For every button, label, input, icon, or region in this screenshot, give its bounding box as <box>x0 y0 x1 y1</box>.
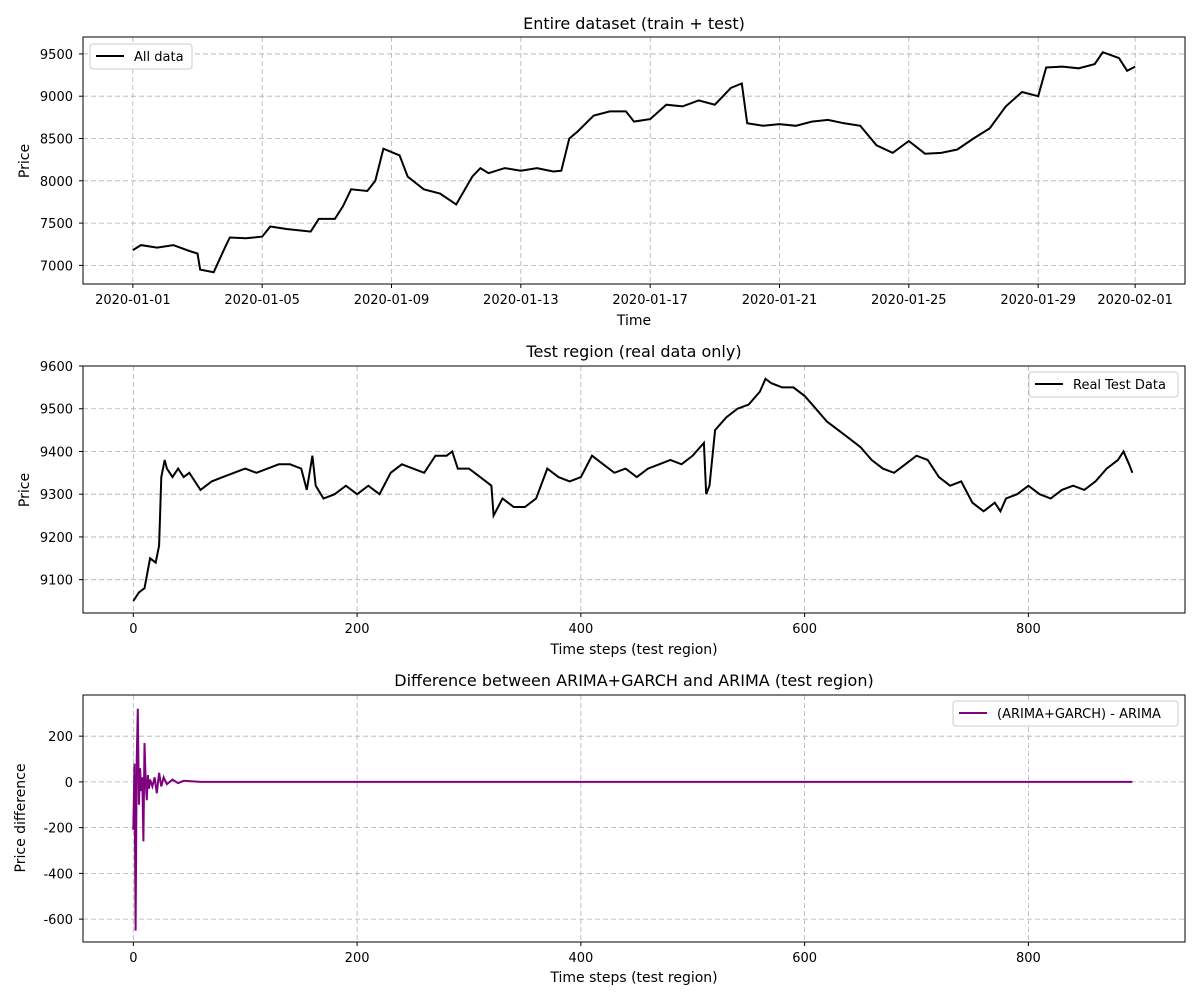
axes-frame <box>82 36 1186 285</box>
y-axis-label: Price <box>17 473 33 507</box>
y-axis-label: Price difference <box>13 764 29 873</box>
y-tick-label: 8000 <box>40 175 73 190</box>
x-axis-label: Time steps (test region) <box>549 970 717 986</box>
x-tick-label: 2020-01-29 <box>1000 293 1076 308</box>
x-tick-label: 400 <box>568 622 593 637</box>
y-tick-label: 8500 <box>40 133 73 148</box>
x-tick-label: 600 <box>792 622 817 637</box>
x-tick-label: 2020-01-09 <box>354 293 430 308</box>
chart-title: Difference between ARIMA+GARCH and ARIMA… <box>394 671 873 690</box>
y-tick-label: 200 <box>48 730 73 745</box>
x-tick-label: 0 <box>129 622 137 637</box>
y-tick-label: 9500 <box>40 48 73 63</box>
x-tick-label: 200 <box>345 622 370 637</box>
y-tick-label: 9300 <box>40 488 73 503</box>
x-tick-label: 600 <box>792 951 817 966</box>
x-tick-label: 200 <box>345 951 370 966</box>
y-tick-label: 9200 <box>40 531 73 546</box>
x-tick-label: 800 <box>1016 951 1041 966</box>
x-tick-label: 0 <box>129 951 137 966</box>
x-tick-label: 2020-01-01 <box>95 293 171 308</box>
all-data-series-line <box>132 50 1136 274</box>
y-tick-label: 0 <box>65 776 73 791</box>
panel-all-data: 2020-01-01 2020-01-05 2020-01-09 2020-01-13… <box>17 14 1186 329</box>
x-tick-label: 2020-01-25 <box>871 293 947 308</box>
x-tick-label: 400 <box>568 951 593 966</box>
legend: Real Test Data <box>1028 371 1179 398</box>
y-tick-label: 9400 <box>40 445 73 460</box>
x-axis-label: Time <box>616 313 651 329</box>
x-tick-label: 2020-02-01 <box>1097 293 1173 308</box>
legend-label: Real Test Data <box>1073 378 1166 393</box>
y-axis-label: Price <box>17 144 33 178</box>
y-tick-label: 7000 <box>40 259 73 274</box>
legend: All data <box>89 43 193 70</box>
y-tick-label: 7500 <box>40 217 73 232</box>
x-axis-label: Time steps (test region) <box>549 642 717 658</box>
legend-label: All data <box>134 50 184 65</box>
y-tick-label: 9100 <box>40 574 73 589</box>
chart-title: Test region (real data only) <box>525 342 741 361</box>
real-test-data-series-line <box>132 377 1134 602</box>
legend: (ARIMA+GARCH) - ARIMA <box>952 700 1179 727</box>
y-tick-label: -200 <box>43 822 73 837</box>
y-tick-label: 9600 <box>40 360 73 375</box>
difference-series-line <box>132 708 1133 931</box>
y-tick-label: -400 <box>43 867 73 882</box>
panel-difference: 0 200 400 600 800 -600 -400 -200 0 200 Difference… <box>13 671 1186 986</box>
legend-label: (ARIMA+GARCH) - ARIMA <box>997 707 1161 722</box>
y-tick-label: 9500 <box>40 403 73 418</box>
y-tick-label: -600 <box>43 913 73 928</box>
y-tick-label: 9000 <box>40 90 73 105</box>
x-tick-label: 2020-01-21 <box>742 293 818 308</box>
axes-frame <box>82 365 1186 614</box>
x-tick-label: 2020-01-13 <box>483 293 559 308</box>
x-tick-label: 800 <box>1016 622 1041 637</box>
legend-box <box>1028 371 1179 398</box>
x-tick-label: 2020-01-05 <box>224 293 300 308</box>
axes-frame <box>82 694 1186 943</box>
panel-test-region: 0 200 400 600 800 9100 9200 9300 9400 9500 9600 Te… <box>17 342 1186 658</box>
legend-box <box>952 700 1179 727</box>
chart-title: Entire dataset (train + test) <box>523 14 745 33</box>
x-tick-label: 2020-01-17 <box>612 293 688 308</box>
legend-box <box>89 43 193 70</box>
